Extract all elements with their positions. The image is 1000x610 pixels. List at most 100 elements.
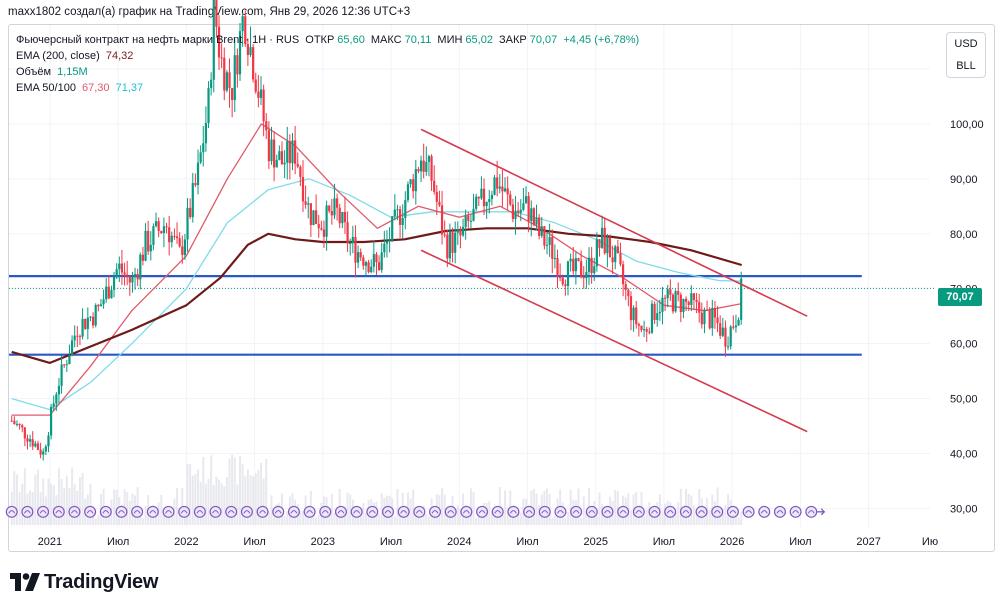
event-marker-icon [193, 505, 206, 518]
event-marker-glyph [431, 510, 439, 514]
event-markers [5, 505, 826, 518]
event-marker-glyph [227, 510, 235, 514]
candle-body [477, 196, 480, 199]
volume-bar [425, 513, 428, 525]
volume-bar [155, 513, 158, 525]
candle-body [220, 57, 223, 59]
volume-bar [441, 487, 444, 525]
event-marker-icon [476, 505, 489, 518]
candle-body [367, 262, 370, 273]
event-marker-icon [178, 505, 191, 518]
volume-bar [643, 516, 646, 525]
candle-body [26, 438, 29, 442]
y-tick-label: 50,00 [950, 394, 978, 406]
candle-body [325, 205, 328, 237]
candle-body [608, 237, 612, 258]
volume-bar [467, 513, 470, 525]
event-marker-glyph [384, 510, 392, 514]
volume-bar [199, 482, 202, 525]
candle-body [469, 220, 473, 222]
candle-body [312, 210, 315, 225]
candle-body [532, 208, 535, 225]
legend-volume-row[interactable]: Объём 1,15M [16, 64, 642, 80]
volume-bar [78, 477, 81, 525]
volume-bar [68, 487, 71, 525]
candle-body [724, 327, 727, 347]
volume-bar [315, 517, 318, 525]
volume-bar [737, 517, 740, 525]
x-tick-label: Июл [653, 536, 675, 548]
candle-body [162, 226, 166, 234]
volume-bar [490, 510, 493, 525]
candle-body [115, 269, 118, 278]
volume-bar [265, 458, 268, 525]
event-marker-glyph [525, 510, 533, 514]
candle-body [23, 427, 26, 439]
event-marker-icon [287, 505, 300, 518]
candle-body [73, 335, 76, 341]
currency-unit-selector[interactable]: USD BLL [946, 32, 986, 78]
candle-body [716, 317, 719, 324]
x-tick-label: 2023 [311, 536, 335, 548]
volume-bar [409, 498, 412, 525]
candle-body [440, 205, 444, 235]
event-marker-glyph [478, 510, 486, 514]
event-marker-icon [272, 505, 285, 518]
event-marker-icon [695, 505, 708, 518]
candle-body [294, 140, 297, 164]
chart-attribution: maxx1802 создал(а) график на TradingView… [8, 6, 411, 18]
event-marker-icon [679, 505, 692, 518]
volume-bar [679, 488, 682, 525]
candle-body [194, 183, 197, 186]
candle-body [21, 425, 24, 428]
candle-body [299, 166, 302, 177]
volume-bar [31, 491, 34, 525]
candle-body [661, 297, 664, 312]
candle-body [543, 226, 546, 246]
candle-body [619, 253, 622, 265]
legend-symbol-row[interactable]: Фьючерсный контракт на нефть марки Brent… [16, 32, 642, 48]
legend-ema50100-row[interactable]: EMA 50/100 67,30 71,37 [16, 80, 642, 96]
event-marker-glyph [196, 510, 204, 514]
volume-bar [396, 489, 399, 525]
volume-bar [650, 513, 653, 525]
candle-body [461, 226, 465, 236]
candle-body [94, 304, 97, 326]
event-marker-glyph [557, 510, 564, 514]
chart-frame [8, 24, 995, 552]
candle-body [574, 258, 577, 272]
volume-bar [186, 463, 189, 525]
tradingview-logo[interactable]: TradingView [10, 570, 158, 594]
candle-body [228, 72, 231, 89]
candle-body [15, 423, 19, 425]
candle-body [370, 266, 373, 273]
volume-bar [721, 508, 724, 525]
volume-bar [218, 479, 221, 525]
candle-body [385, 241, 389, 244]
candle-body [417, 169, 420, 172]
candle-body [614, 246, 617, 263]
candle-body [582, 277, 585, 279]
volume-bar [328, 508, 331, 525]
volume-bar [349, 494, 352, 525]
volume-bar [517, 513, 520, 525]
volume-bar [629, 509, 632, 525]
x-tick-label: Ию [922, 536, 938, 548]
event-marker-icon [742, 505, 755, 518]
event-marker-icon [429, 505, 442, 518]
event-marker-glyph [306, 510, 314, 514]
legend-ema200-row[interactable]: EMA (200, close) 74,32 [16, 48, 642, 64]
candle-body [606, 237, 609, 254]
volume-bar [527, 514, 530, 525]
candle-body [391, 216, 394, 241]
volume-bar [708, 509, 711, 525]
volume-bar [307, 515, 310, 525]
volume-bar [244, 476, 247, 525]
event-marker-glyph [180, 510, 188, 514]
y-tick-label: 100,00 [950, 119, 984, 131]
volume-bar [362, 502, 365, 525]
candle-body [490, 194, 494, 200]
currency-label: USD [954, 38, 978, 50]
candle-body [128, 276, 131, 283]
